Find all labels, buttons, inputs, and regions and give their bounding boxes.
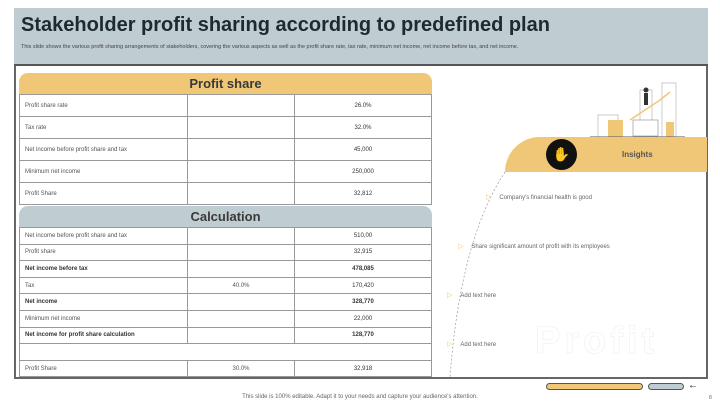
row-value: 32,915 <box>294 243 432 262</box>
row-value: 128,770 <box>294 326 432 345</box>
profit-share-title: Profit share <box>19 73 432 94</box>
table-row: Profit Share 32,812 <box>19 182 432 205</box>
table-row: Minimum net income 22,000 <box>19 309 432 328</box>
row-label: Net income before tax <box>19 260 188 278</box>
accent-bar-yellow <box>546 383 643 390</box>
row-label <box>19 343 432 361</box>
row-rate <box>187 160 295 183</box>
row-rate: 40.0% <box>187 276 295 295</box>
growth-illustration-icon <box>590 82 685 138</box>
calculation-rows: Net income before profit share and tax 51… <box>19 227 432 378</box>
page-title: Stakeholder profit sharing according to … <box>21 14 550 36</box>
table-row: Net income before tax 478,085 <box>19 260 432 278</box>
dashed-arc <box>449 171 506 379</box>
insights-title: Insights <box>622 150 653 159</box>
row-rate <box>187 260 295 278</box>
table-row: Net income for profit share calculation 1… <box>19 326 432 345</box>
row-rate <box>187 227 295 245</box>
row-value: 32.0% <box>294 116 432 139</box>
page-subtitle: This slide shows the various profit shar… <box>21 44 519 50</box>
row-label: Minimum net income <box>19 160 188 183</box>
table-row: Profit Share 30.0% 32,918 <box>19 359 432 378</box>
row-label: Profit Share <box>19 182 188 205</box>
row-rate <box>187 116 295 139</box>
row-rate <box>187 309 295 328</box>
row-rate: 30.0% <box>187 359 295 378</box>
row-value: 250,000 <box>294 160 432 183</box>
row-rate <box>187 138 295 161</box>
insight-item: ▷ Add text here <box>447 341 497 348</box>
footer-text: This slide is 100% editable. Adapt it to… <box>242 394 478 400</box>
profit-share-rows: Profit share rate 26.0% Tax rate 32.0% Net i… <box>19 94 432 205</box>
table-row: Net income 328,770 <box>19 293 432 311</box>
insight-item: ▷ Add text here <box>447 292 497 299</box>
insight-item: ▷ Company's financial health is good <box>486 194 592 201</box>
row-value: 22,000 <box>294 309 432 328</box>
arrow-left-icon: ← <box>688 380 698 391</box>
row-value: 32,918 <box>294 359 432 378</box>
watermark: Profit <box>535 320 659 363</box>
row-value: 32,812 <box>294 182 432 205</box>
arrow-icon: ▷ <box>458 243 464 250</box>
insights-band <box>505 137 707 172</box>
calculation-title: Calculation <box>19 206 432 227</box>
row-rate <box>187 243 295 262</box>
row-label: Profit share <box>19 243 188 262</box>
table-row: Profit share rate 26.0% <box>19 94 432 117</box>
row-label: Net income <box>19 293 188 311</box>
row-rate <box>187 293 295 311</box>
profit-share-table: Profit share Profit share rate 26.0% Tax r… <box>19 73 432 205</box>
row-label: Net income for profit share calculation <box>19 326 188 345</box>
row-label: Profit share rate <box>19 94 188 117</box>
table-row: Minimum net income 250,000 <box>19 160 432 183</box>
table-row: Profit share 32,915 <box>19 243 432 262</box>
row-label: Minimum net income <box>19 309 188 328</box>
row-label: Net income before profit share and tax <box>19 227 188 245</box>
row-value: 478,085 <box>294 260 432 278</box>
row-rate <box>187 94 295 117</box>
table-row: Tax rate 32.0% <box>19 116 432 139</box>
row-value: 26.0% <box>294 94 432 117</box>
arrow-icon: ▷ <box>447 292 453 299</box>
slide-frame <box>14 8 708 379</box>
row-label: Profit Share <box>19 359 188 378</box>
table-row <box>19 343 432 361</box>
arrow-icon: ▷ <box>486 194 492 201</box>
row-value: 328,770 <box>294 293 432 311</box>
page-number: 8 <box>709 395 712 401</box>
row-label: Tax <box>19 276 188 295</box>
row-label: Tax rate <box>19 116 188 139</box>
arrow-icon: ▷ <box>447 341 453 348</box>
table-row: Net income before profit share and tax 51… <box>19 227 432 245</box>
row-value: 170,420 <box>294 276 432 295</box>
row-value: 45,000 <box>294 138 432 161</box>
hands-holding-gear-icon: ✋ <box>546 139 577 170</box>
accent-bar-gray <box>648 383 684 390</box>
insight-item: ▷ Share significant amount of profit with… <box>458 243 610 250</box>
header: Stakeholder profit sharing according to … <box>14 8 708 66</box>
calculation-table: Calculation Net income before profit sha… <box>19 206 432 378</box>
row-rate <box>187 326 295 345</box>
row-label: Net income before profit share and tax <box>19 138 188 161</box>
row-value: 510,00 <box>294 227 432 245</box>
table-row: Tax 40.0% 170,420 <box>19 276 432 295</box>
row-rate <box>187 182 295 205</box>
table-row: Net income before profit share and tax 45… <box>19 138 432 161</box>
